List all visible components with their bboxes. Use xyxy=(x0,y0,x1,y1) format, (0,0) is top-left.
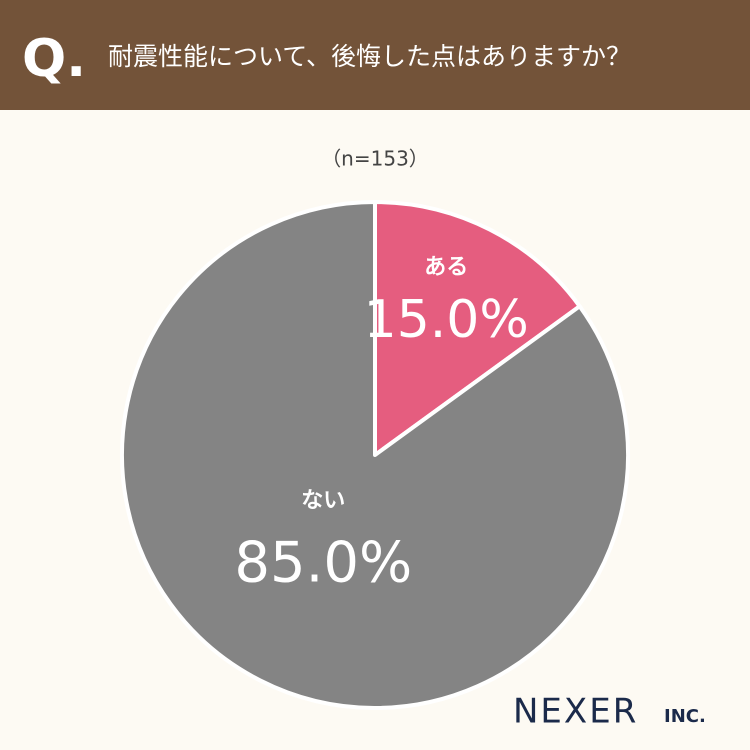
chart-title: 耐震性能について、後悔した点はありますか？ xyxy=(108,42,631,71)
pie-slice xyxy=(120,200,630,710)
slice-value-label: 15.0% xyxy=(364,290,529,350)
header-band xyxy=(0,0,750,110)
q-label: Q. xyxy=(22,29,86,89)
slice-category: ある xyxy=(424,255,468,280)
brand: NEXER xyxy=(513,692,638,732)
subtitle: （n=153） xyxy=(321,147,429,171)
brand-suffix: INC. xyxy=(664,706,706,727)
pie-slice xyxy=(373,200,582,457)
slice-value-label: 85.0% xyxy=(234,531,412,596)
slice-category: ない xyxy=(301,488,345,513)
